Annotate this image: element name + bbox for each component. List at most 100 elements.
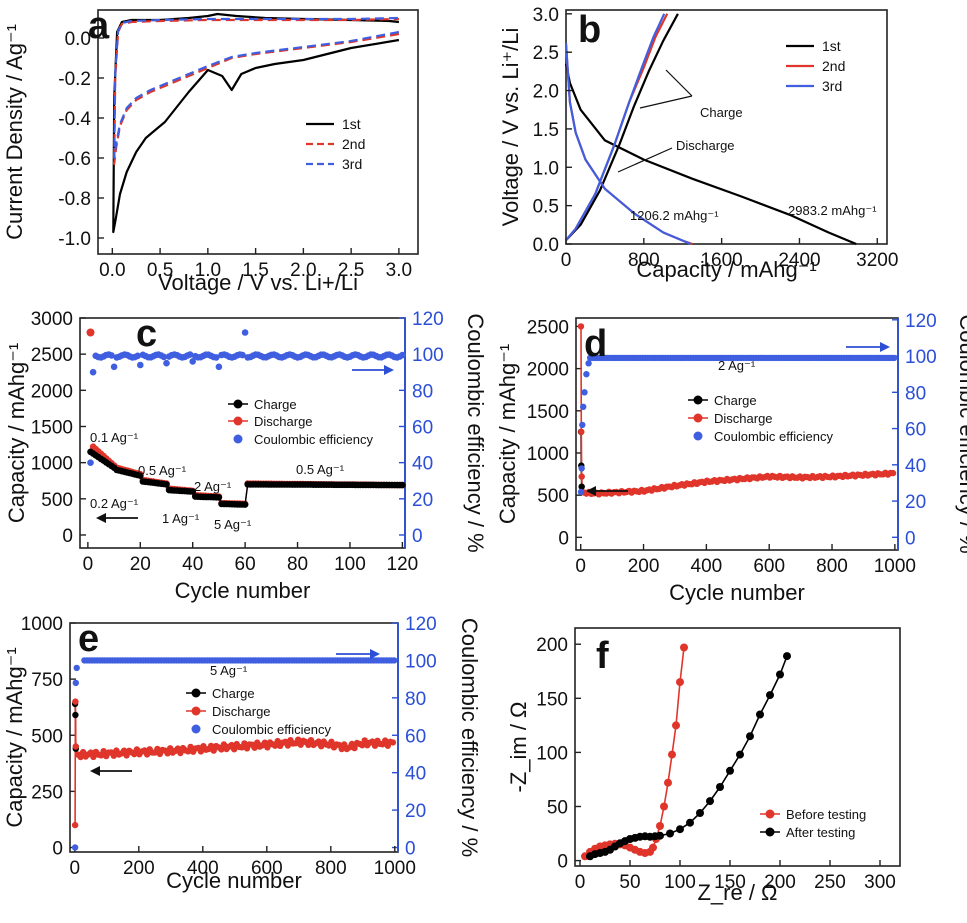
charge-point [163,481,170,488]
discharge-point [164,750,171,757]
panel-letter: c [136,313,157,355]
eis-point [672,721,680,730]
coulombic-efficiency-point [134,352,141,360]
coulombic-efficiency-point [891,354,898,362]
coulombic-efficiency-point [239,351,246,359]
y-tick-label: 50 [547,798,568,819]
y-axis-label: Capacity / mAhg⁻¹ [2,647,27,827]
y2-tick-label: 20 [405,801,426,822]
right-axis-arrowhead [370,649,380,659]
eis-point [756,710,764,719]
discharge-curve-3rd [564,42,691,246]
x-axis-label: Cycle number [175,578,311,603]
x-tick-label: 600 [753,556,785,577]
y-tick-label: 750 [31,670,63,691]
annotation-discharge: Discharge [676,138,735,153]
legend-swatch-dot [693,395,703,405]
discharge-point [133,746,141,753]
coulombic-efficiency-point [189,358,196,365]
charge-annotation-arrow [639,95,693,109]
coulombic-efficiency-point [391,657,398,664]
x-tick-label: 400 [691,556,723,577]
discharge-point [187,743,194,751]
x-tick-label: 0 [83,554,94,575]
legend-label: 2nd [822,58,845,74]
charge-point [189,488,196,495]
eis-point [666,829,674,838]
coulombic-efficiency-point [108,352,115,359]
y-tick-label: 200 [536,635,568,656]
coulombic-efficiency-point [137,361,144,369]
discharge-point [371,742,379,749]
x-tick-label: 200 [123,858,155,879]
y-tick-label: 1000 [21,614,63,635]
y2-tick-label: 80 [905,383,926,404]
y2-tick-label: 100 [405,651,437,672]
cv-curve-3rd [113,16,400,160]
y-axis-label: -Z_im / Ω [506,702,531,793]
y2-tick-label: 120 [405,614,437,635]
y-axis-label: Current Density / Ag⁻¹ [2,24,27,240]
x-tick-label: 800 [816,556,848,577]
panel-letter: b [578,9,601,51]
charge-point [215,494,223,501]
discharge-point [382,737,389,744]
eis-point [676,678,684,687]
eis-point [716,783,724,791]
y-tick-label: 250 [31,782,63,803]
coulombic-efficiency-point [399,351,406,359]
rate-label: 5 Ag⁻¹ [210,663,248,678]
legend-label: 1st [342,116,361,132]
y-tick-label: 1.5 [533,120,559,141]
discharge-point [328,738,335,745]
x-tick-label: 100 [334,554,366,575]
eis-point [656,831,664,840]
x-tick-label: 2.5 [338,260,364,281]
legend-label: 3rd [822,78,842,94]
discharge-point [100,748,107,755]
x-tick-label: 200 [764,872,796,893]
coulombic-efficiency-point [215,363,223,371]
coulombic-efficiency-point [72,679,80,687]
x-axis-label: Cycle number [166,868,302,893]
coulombic-efficiency-point [578,465,585,472]
discharge-point [110,752,118,759]
y-tick-label: 0 [558,528,569,549]
eis-point [766,691,774,700]
discharge-point [359,742,366,749]
x-tick-label: 1600 [700,250,742,271]
legend-swatch-dot [765,827,775,837]
eis-point [783,652,791,661]
x-tick-label: 0 [575,556,586,577]
eis-point [668,750,676,759]
y2-tick-label: 0 [412,526,423,547]
x-tick-label: 250 [814,872,846,893]
y-tick-label: 2000 [31,381,73,402]
y-tick-label: 1000 [31,454,73,475]
y-tick-label: 1500 [31,417,73,438]
plot-frame [97,9,419,255]
discharge-point [77,753,84,761]
y-tick-label: -0.8 [58,189,91,210]
coulombic-efficiency-point [581,389,588,396]
y-tick-label: -0.2 [58,69,91,90]
y-tick-label: -0.6 [58,149,91,170]
x-tick-label: 400 [187,858,219,879]
discharge-annotation-arrow [617,147,673,173]
discharge-point [351,744,358,752]
legend-label: 2nd [342,136,365,152]
charge-point [578,483,585,490]
discharge-point [578,428,585,436]
eis-point [746,732,754,741]
legend-swatch-dot [693,413,703,423]
left-axis-arrowhead [90,766,100,776]
coulombic-efficiency-point [186,351,194,358]
legend-label: Discharge [212,704,271,719]
eis-point [649,843,657,852]
y2-tick-label: 100 [905,347,937,368]
x-tick-label: 1000 [374,858,416,879]
eis-point [664,778,672,787]
y-tick-label: 500 [537,486,569,507]
